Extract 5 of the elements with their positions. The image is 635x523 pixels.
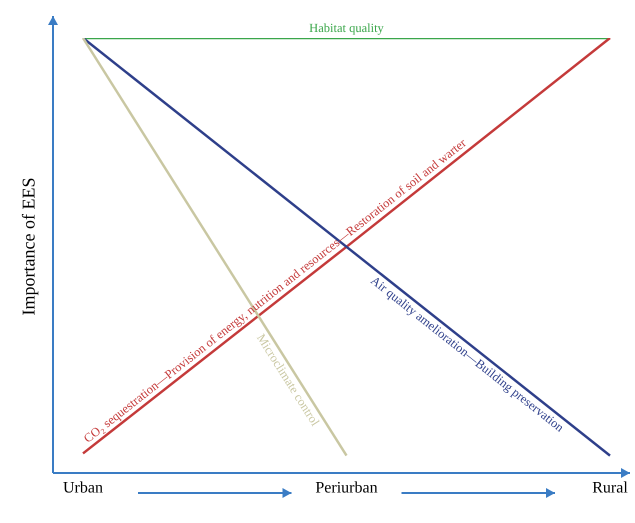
series-label: Habitat quality [309, 21, 385, 35]
x-tick-label: Urban [63, 479, 103, 496]
x-tick-label: Periurban [315, 479, 378, 496]
y-axis-title: Importance of EES [18, 178, 38, 316]
x-tick-label: Rural [592, 479, 628, 496]
